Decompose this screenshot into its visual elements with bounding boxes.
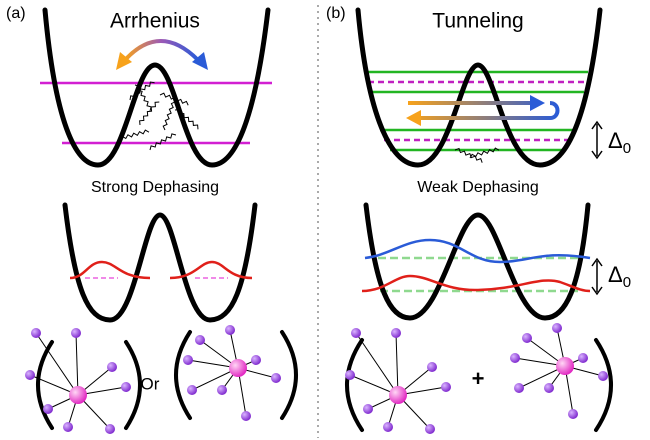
molecule [183, 325, 281, 421]
figure: (a) Arrhenius Strong Dephasing Or (b) Tu… [0, 0, 650, 440]
molecule [25, 328, 131, 434]
double-well [358, 10, 600, 165]
double-well [366, 205, 588, 318]
caption: Weak Dephasing [417, 179, 539, 196]
molecule [510, 323, 608, 419]
arrow-head [530, 95, 545, 111]
splitting-label: Δ0 [608, 262, 631, 291]
caption: Strong Dephasing [91, 179, 219, 196]
splitting-label: Δ0 [608, 128, 631, 157]
joiner: + [472, 366, 485, 391]
paren [176, 332, 190, 418]
wavefunction [362, 276, 590, 291]
arrow-head [406, 110, 421, 126]
panel-title: Tunneling [432, 10, 523, 33]
panel-title: Arrhenius [110, 10, 200, 33]
double-well [65, 205, 255, 320]
paren [38, 342, 52, 428]
hop-arrow [125, 41, 198, 60]
paren [347, 340, 362, 430]
paren [596, 340, 611, 430]
paren [282, 332, 296, 418]
joiner: Or [141, 374, 160, 393]
panel-label: (a) [6, 5, 26, 22]
panel-label: (b) [326, 5, 346, 22]
energy-levels [365, 72, 588, 150]
